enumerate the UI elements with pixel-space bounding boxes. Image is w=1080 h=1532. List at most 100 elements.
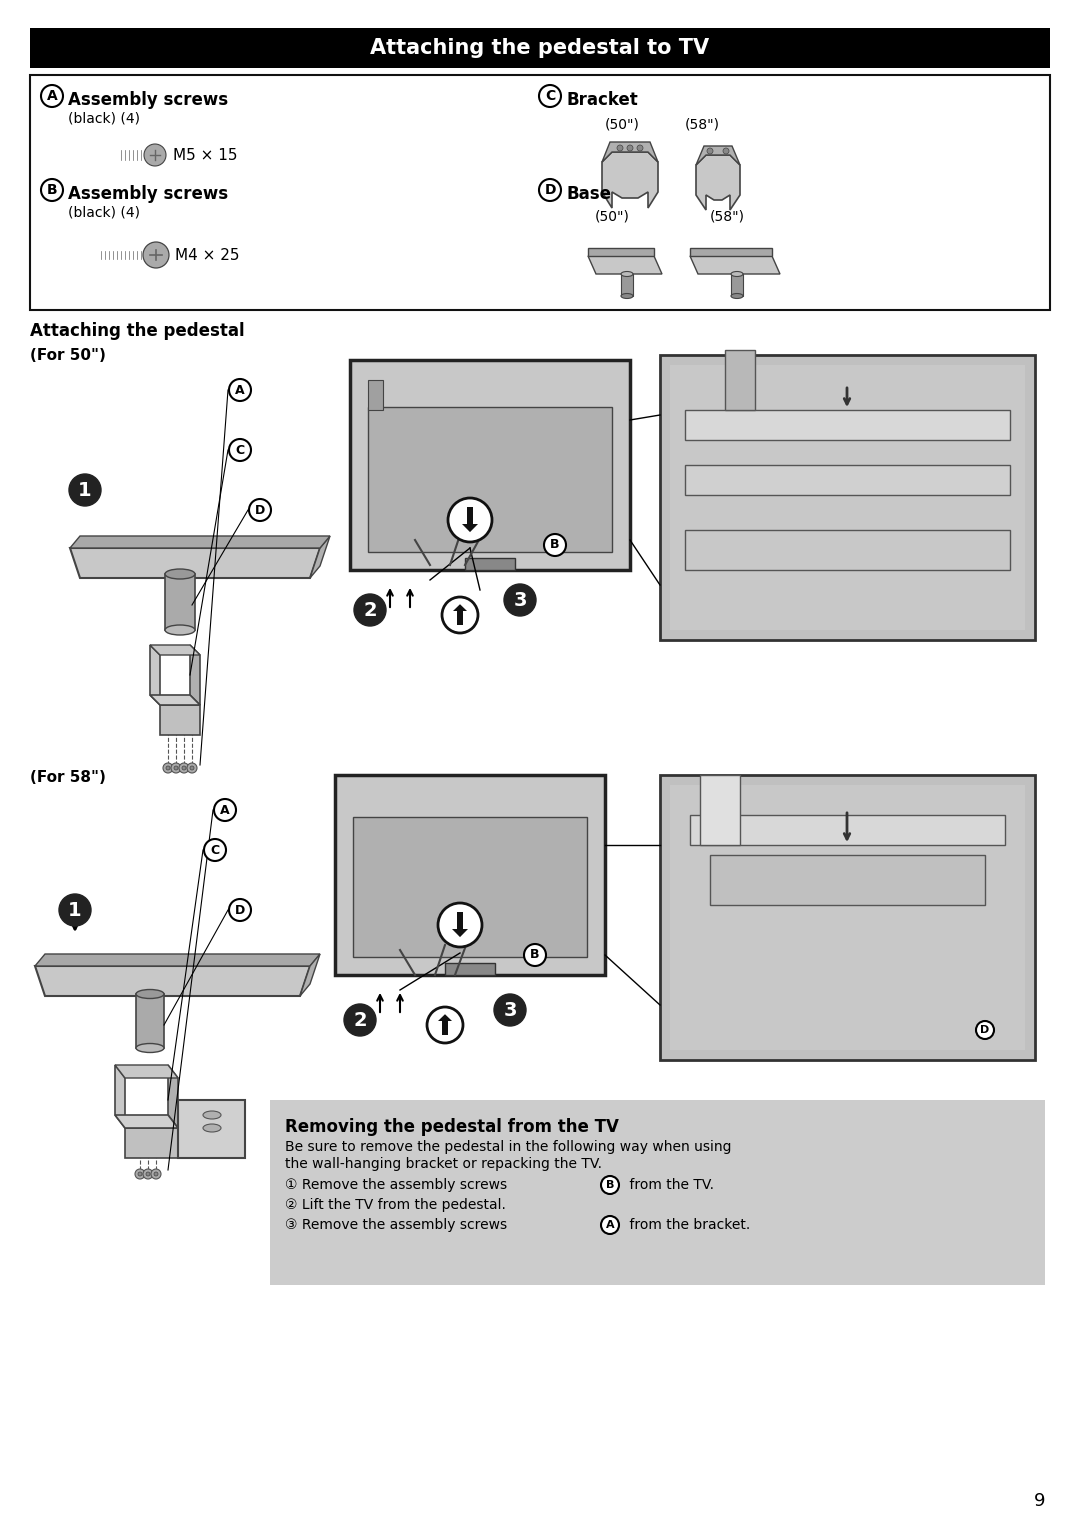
- Circle shape: [229, 378, 251, 401]
- Text: C: C: [545, 89, 555, 103]
- Polygon shape: [467, 507, 473, 524]
- Polygon shape: [335, 775, 605, 974]
- Ellipse shape: [136, 1043, 164, 1052]
- Circle shape: [448, 498, 492, 542]
- Circle shape: [190, 766, 194, 771]
- Polygon shape: [150, 696, 200, 705]
- Text: M4 × 25: M4 × 25: [175, 248, 240, 262]
- Ellipse shape: [203, 1124, 221, 1132]
- Circle shape: [504, 584, 536, 616]
- Polygon shape: [150, 645, 160, 705]
- Circle shape: [154, 1172, 158, 1177]
- Text: Bracket: Bracket: [566, 90, 638, 109]
- Text: ③ Remove the assembly screws: ③ Remove the assembly screws: [285, 1218, 512, 1232]
- Bar: [353, 817, 588, 958]
- Text: Be sure to remove the pedestal in the following way when using: Be sure to remove the pedestal in the fo…: [285, 1140, 731, 1154]
- Text: Assembly screws: Assembly screws: [68, 185, 228, 204]
- Circle shape: [144, 144, 166, 165]
- Circle shape: [166, 766, 170, 771]
- Text: ② Lift the TV from the pedestal.: ② Lift the TV from the pedestal.: [285, 1198, 505, 1212]
- Bar: [445, 964, 495, 974]
- Text: A: A: [46, 89, 57, 103]
- Text: D: D: [544, 182, 556, 198]
- Text: D: D: [234, 904, 245, 916]
- Bar: [100, 251, 152, 259]
- Circle shape: [354, 594, 386, 627]
- Text: Assembly screws: Assembly screws: [68, 90, 228, 109]
- Circle shape: [600, 1177, 619, 1193]
- Circle shape: [539, 179, 561, 201]
- Circle shape: [171, 763, 181, 774]
- Circle shape: [229, 440, 251, 461]
- Polygon shape: [114, 1065, 125, 1128]
- Ellipse shape: [203, 1111, 221, 1118]
- Polygon shape: [588, 256, 662, 274]
- Text: (58"): (58"): [710, 210, 745, 224]
- Bar: [136, 994, 164, 1048]
- Polygon shape: [35, 967, 310, 996]
- Polygon shape: [114, 1065, 178, 1079]
- Polygon shape: [160, 705, 200, 735]
- Circle shape: [617, 146, 623, 152]
- Bar: [690, 815, 1005, 846]
- Text: 2: 2: [353, 1011, 367, 1030]
- Circle shape: [544, 535, 566, 556]
- Circle shape: [600, 1216, 619, 1233]
- Circle shape: [438, 902, 482, 947]
- Circle shape: [163, 763, 173, 774]
- Polygon shape: [150, 645, 200, 656]
- Text: B: B: [530, 948, 540, 962]
- Bar: [621, 274, 633, 296]
- Polygon shape: [70, 536, 330, 548]
- Text: 1: 1: [78, 481, 92, 499]
- Text: B: B: [550, 539, 559, 552]
- Text: (50"): (50"): [595, 210, 630, 224]
- Polygon shape: [690, 256, 780, 274]
- Text: 1: 1: [68, 901, 82, 919]
- Polygon shape: [350, 360, 630, 570]
- Text: (58"): (58"): [685, 118, 720, 132]
- Circle shape: [494, 994, 526, 1026]
- Circle shape: [345, 1003, 376, 1036]
- Polygon shape: [125, 1128, 178, 1158]
- Bar: [685, 466, 1010, 495]
- Text: A: A: [235, 383, 245, 397]
- Polygon shape: [457, 912, 463, 928]
- Text: 2: 2: [363, 601, 377, 619]
- Circle shape: [135, 1169, 145, 1180]
- Circle shape: [249, 499, 271, 521]
- Polygon shape: [438, 1014, 453, 1020]
- Text: M5 × 15: M5 × 15: [173, 147, 238, 162]
- Polygon shape: [442, 1020, 448, 1036]
- Text: from the bracket.: from the bracket.: [625, 1218, 751, 1232]
- Bar: [660, 775, 1035, 1060]
- Text: (50"): (50"): [605, 118, 639, 132]
- Circle shape: [707, 149, 713, 155]
- Text: the wall-hanging bracket or repacking the TV.: the wall-hanging bracket or repacking th…: [285, 1157, 602, 1170]
- Circle shape: [539, 84, 561, 107]
- Text: C: C: [211, 844, 219, 856]
- Polygon shape: [696, 155, 740, 210]
- Circle shape: [143, 242, 168, 268]
- Bar: [368, 380, 383, 411]
- Circle shape: [627, 146, 633, 152]
- Ellipse shape: [621, 294, 633, 299]
- Circle shape: [59, 895, 91, 925]
- Circle shape: [41, 84, 63, 107]
- Text: (For 58"): (For 58"): [30, 771, 106, 784]
- Polygon shape: [457, 611, 463, 625]
- Text: A: A: [220, 803, 230, 817]
- Ellipse shape: [165, 625, 195, 634]
- Bar: [731, 274, 743, 296]
- Polygon shape: [114, 1115, 178, 1128]
- Circle shape: [442, 597, 478, 633]
- Circle shape: [183, 766, 186, 771]
- Text: 3: 3: [503, 1000, 516, 1019]
- Bar: [270, 1100, 1045, 1285]
- Polygon shape: [453, 604, 467, 611]
- Ellipse shape: [731, 271, 743, 276]
- Text: ① Remove the assembly screws: ① Remove the assembly screws: [285, 1178, 512, 1192]
- Polygon shape: [35, 954, 320, 967]
- Bar: [165, 574, 195, 630]
- Polygon shape: [70, 548, 320, 578]
